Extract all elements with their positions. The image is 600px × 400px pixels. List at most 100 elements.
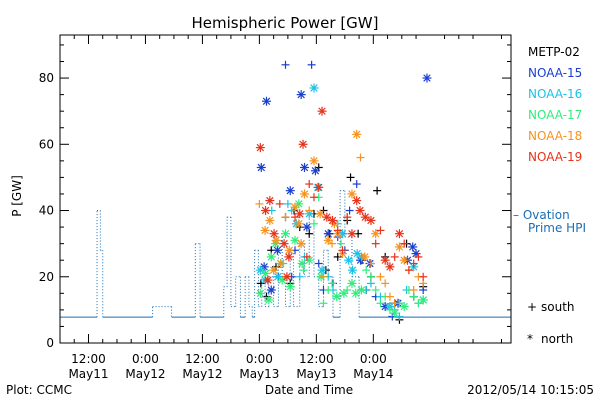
data-point-noaa-15 bbox=[352, 180, 361, 189]
data-point-noaa-16 bbox=[295, 272, 304, 281]
y-axis-label: P [GW] bbox=[10, 175, 24, 217]
star-stroke bbox=[400, 256, 408, 264]
data-point-noaa-15 bbox=[262, 96, 272, 106]
data-point-metp-02 bbox=[346, 173, 355, 182]
star-stroke bbox=[286, 186, 294, 195]
data-point-noaa-18 bbox=[271, 235, 281, 245]
star-stroke bbox=[261, 269, 270, 278]
legend-entry-noaa-16: NOAA-16 bbox=[528, 87, 582, 101]
data-point-metp-02 bbox=[314, 163, 323, 172]
data-point-noaa-19 bbox=[347, 229, 357, 239]
data-point-noaa-15 bbox=[310, 166, 320, 176]
data-point-noaa-18 bbox=[356, 153, 365, 162]
marker-key: + south * north bbox=[527, 300, 575, 346]
star-stroke bbox=[352, 130, 361, 139]
data-point-noaa-18 bbox=[260, 225, 270, 235]
data-point-noaa-18 bbox=[265, 215, 275, 225]
data-point-noaa-15 bbox=[408, 242, 418, 252]
data-point-noaa-17 bbox=[337, 239, 346, 248]
star-stroke bbox=[273, 246, 282, 254]
data-point-noaa-19 bbox=[314, 182, 324, 192]
star-stroke bbox=[371, 229, 380, 238]
data-point-noaa-19 bbox=[400, 239, 409, 248]
data-point-noaa-17 bbox=[351, 288, 361, 298]
x-tick-time-label: 12:00 bbox=[71, 352, 106, 366]
data-point-noaa-18 bbox=[352, 129, 362, 139]
data-point-noaa-17 bbox=[299, 266, 308, 275]
data-point-noaa-19 bbox=[414, 252, 423, 261]
star-stroke bbox=[266, 216, 274, 225]
star-stroke bbox=[298, 259, 306, 268]
axes: 02040608012:00May110:00May1212:00May120:… bbox=[39, 35, 511, 381]
data-point-noaa-19 bbox=[302, 252, 311, 261]
star-stroke bbox=[357, 286, 366, 294]
x-tick-time-label: 0:00 bbox=[246, 352, 273, 366]
data-point-noaa-18 bbox=[385, 292, 394, 301]
star-stroke bbox=[285, 246, 294, 254]
data-point-noaa-18 bbox=[319, 272, 328, 281]
star-stroke bbox=[266, 196, 274, 205]
data-point-noaa-15 bbox=[281, 60, 290, 69]
data-point-noaa-19 bbox=[338, 246, 347, 255]
star-stroke bbox=[361, 253, 369, 261]
data-point-noaa-18 bbox=[294, 219, 304, 229]
star-stroke bbox=[261, 226, 269, 235]
data-point-noaa-17 bbox=[356, 285, 366, 295]
data-point-noaa-17 bbox=[328, 279, 337, 288]
star-stroke bbox=[419, 296, 427, 304]
data-point-noaa-17 bbox=[255, 288, 265, 298]
data-point-metp-02 bbox=[373, 186, 382, 195]
star-stroke bbox=[323, 213, 331, 221]
data-point-noaa-17 bbox=[414, 299, 423, 308]
data-point-noaa-19 bbox=[409, 259, 418, 268]
data-point-noaa-19 bbox=[355, 206, 365, 216]
x-tick-date-label: May13 bbox=[296, 367, 336, 381]
star-stroke bbox=[409, 243, 417, 251]
data-point-noaa-19 bbox=[366, 215, 376, 225]
data-point-noaa-18 bbox=[296, 239, 306, 249]
x-tick-date-label: May11 bbox=[68, 367, 108, 381]
star-stroke bbox=[296, 210, 304, 218]
data-point-noaa-19 bbox=[380, 255, 390, 265]
data-point-noaa-15 bbox=[299, 162, 309, 172]
x-tick-date-label: May12 bbox=[182, 367, 222, 381]
legend-entry-noaa-18: NOAA-18 bbox=[528, 129, 582, 143]
star-stroke bbox=[318, 107, 326, 115]
star-stroke bbox=[310, 157, 318, 165]
star-stroke bbox=[269, 266, 278, 274]
data-point-noaa-19 bbox=[298, 139, 308, 149]
legend-entry-noaa-17: NOAA-17 bbox=[528, 108, 582, 122]
star-stroke bbox=[291, 203, 299, 211]
data-point-noaa-16 bbox=[395, 312, 404, 321]
data-point-noaa-19 bbox=[371, 239, 380, 248]
data-point-noaa-17 bbox=[281, 229, 290, 239]
data-point-noaa-18 bbox=[376, 272, 385, 281]
y-tick-label: 40 bbox=[39, 204, 54, 218]
data-point-noaa-19 bbox=[284, 252, 294, 262]
star-stroke bbox=[344, 256, 353, 264]
data-point-noaa-18 bbox=[328, 239, 337, 248]
data-point-noaa-15 bbox=[266, 285, 276, 295]
star-stroke bbox=[297, 90, 305, 99]
data-point-noaa-19 bbox=[385, 262, 395, 272]
data-point-noaa-17 bbox=[332, 292, 342, 302]
ovation-label-line2: Prime HPI bbox=[528, 221, 586, 235]
x-axis-label: Date and Time bbox=[265, 383, 353, 397]
data-point-noaa-18 bbox=[394, 242, 404, 252]
data-point-noaa-15 bbox=[285, 186, 295, 196]
data-point-noaa-19 bbox=[333, 226, 342, 235]
data-point-noaa-19 bbox=[263, 275, 273, 285]
data-point-noaa-15 bbox=[256, 162, 266, 172]
data-point-noaa-19 bbox=[279, 239, 289, 249]
star-stroke bbox=[295, 220, 303, 228]
data-point-noaa-18 bbox=[360, 252, 370, 262]
star-stroke bbox=[278, 276, 286, 284]
star-stroke bbox=[348, 279, 356, 288]
legend-entry-noaa-15: NOAA-15 bbox=[528, 66, 582, 80]
star-stroke bbox=[286, 282, 294, 291]
data-point-metp-02 bbox=[305, 229, 314, 238]
x-tick-date-label: May13 bbox=[239, 367, 279, 381]
star-stroke bbox=[353, 249, 361, 258]
data-point-noaa-18 bbox=[399, 255, 409, 265]
data-point-noaa-16 bbox=[317, 265, 327, 275]
